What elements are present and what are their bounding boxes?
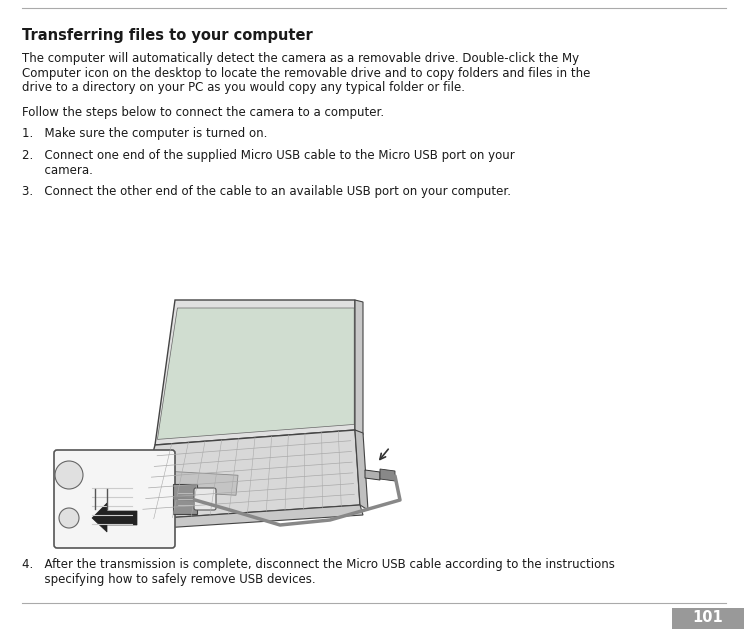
- Text: 1.   Make sure the computer is turned on.: 1. Make sure the computer is turned on.: [22, 128, 267, 140]
- FancyBboxPatch shape: [54, 450, 175, 548]
- FancyBboxPatch shape: [672, 608, 744, 629]
- Polygon shape: [135, 430, 360, 520]
- Circle shape: [55, 461, 83, 489]
- FancyBboxPatch shape: [194, 488, 216, 510]
- Text: 101: 101: [693, 611, 723, 625]
- Polygon shape: [92, 503, 137, 532]
- Text: Computer icon on the desktop to locate the removable drive and to copy folders a: Computer icon on the desktop to locate t…: [22, 67, 590, 79]
- Polygon shape: [365, 470, 380, 480]
- Text: specifying how to safely remove USB devices.: specifying how to safely remove USB devi…: [22, 572, 316, 586]
- FancyBboxPatch shape: [173, 484, 197, 514]
- Polygon shape: [132, 505, 363, 530]
- Text: 4.   After the transmission is complete, disconnect the Micro USB cable accordin: 4. After the transmission is complete, d…: [22, 558, 615, 571]
- Text: Follow the steps below to connect the camera to a computer.: Follow the steps below to connect the ca…: [22, 106, 384, 119]
- Text: 3.   Connect the other end of the cable to an available USB port on your compute: 3. Connect the other end of the cable to…: [22, 186, 511, 198]
- Polygon shape: [166, 471, 238, 495]
- Text: 2.   Connect one end of the supplied Micro USB cable to the Micro USB port on yo: 2. Connect one end of the supplied Micro…: [22, 149, 515, 162]
- Polygon shape: [355, 300, 363, 435]
- Text: camera.: camera.: [22, 164, 93, 177]
- Polygon shape: [380, 469, 395, 481]
- Polygon shape: [155, 300, 355, 445]
- Text: drive to a directory on your PC as you would copy any typical folder or file.: drive to a directory on your PC as you w…: [22, 81, 465, 94]
- Text: The computer will automatically detect the camera as a removable drive. Double-c: The computer will automatically detect t…: [22, 52, 579, 65]
- Polygon shape: [157, 308, 355, 440]
- Text: Transferring files to your computer: Transferring files to your computer: [22, 28, 313, 43]
- Polygon shape: [355, 430, 368, 510]
- Circle shape: [59, 508, 79, 528]
